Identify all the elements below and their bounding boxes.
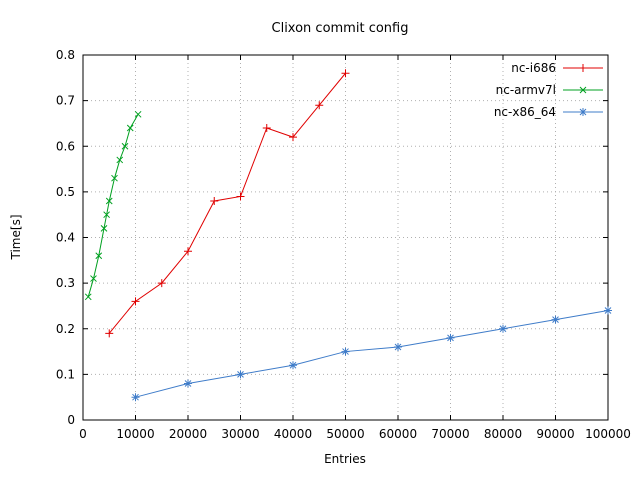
series-nc-i686-markers: [105, 69, 350, 338]
x-tick-label: 30000: [221, 427, 259, 441]
y-tick-label: 0.3: [56, 276, 75, 290]
chart-title: Clixon commit config: [272, 21, 409, 36]
x-tick-label: 40000: [274, 427, 312, 441]
series-nc-armv7l-line: [87, 114, 139, 297]
grid-lines: [83, 55, 608, 420]
legend-marker-nc-armv7l: [579, 86, 587, 94]
x-axis-label: Entries: [324, 452, 366, 466]
legend-entry-nc-armv7l: nc-armv7l: [496, 83, 603, 97]
y-axis-label: Time[s]: [9, 215, 23, 261]
legend-label-nc-x86_64: nc-x86_64: [494, 105, 556, 119]
legend-entry-nc-x86_64: nc-x86_64: [494, 105, 603, 119]
x-tick-label: 0: [79, 427, 87, 441]
x-tick-label: 80000: [484, 427, 522, 441]
x-tick-label: 10000: [116, 427, 154, 441]
y-tick-label: 0: [67, 413, 75, 427]
x-tick-label: 60000: [379, 427, 417, 441]
y-tick-label: 0.8: [56, 48, 75, 62]
series-nc-x86_64-line: [135, 310, 609, 398]
series-nc-i686-line: [108, 72, 346, 334]
x-tick-label: 100000: [585, 427, 631, 441]
legend: nc-i686 nc-armv7l nc-x86_64: [494, 61, 603, 119]
legend-marker-nc-i686: [579, 64, 587, 72]
y-tick-label: 0.1: [56, 367, 75, 381]
y-tick-label: 0.6: [56, 139, 75, 153]
legend-marker-nc-x86_64: [579, 108, 587, 116]
plot-area: 0 10000 20000 30000 40000 50000 60000 70000 8000…: [56, 48, 631, 441]
series-nc-x86_64: [131, 306, 612, 402]
series-nc-x86_64-markers: [131, 306, 612, 402]
tick-labels: 0 10000 20000 30000 40000 50000 60000 70000 8000…: [56, 48, 631, 441]
tick-marks: [82, 54, 609, 421]
y-tick-label: 0.2: [56, 322, 75, 336]
legend-entry-nc-i686: nc-i686: [511, 61, 603, 75]
y-tick-label: 0.7: [56, 94, 75, 108]
x-tick-label: 50000: [326, 427, 364, 441]
legend-label-nc-i686: nc-i686: [511, 61, 556, 75]
x-tick-label: 20000: [169, 427, 207, 441]
legend-label-nc-armv7l: nc-armv7l: [496, 83, 556, 97]
x-tick-label: 70000: [431, 427, 469, 441]
series-nc-armv7l: [84, 110, 142, 301]
y-tick-label: 0.5: [56, 185, 75, 199]
series-nc-armv7l-markers: [84, 110, 142, 301]
series-nc-i686: [105, 69, 350, 338]
y-tick-label: 0.4: [56, 231, 75, 245]
x-tick-label: 90000: [536, 427, 574, 441]
